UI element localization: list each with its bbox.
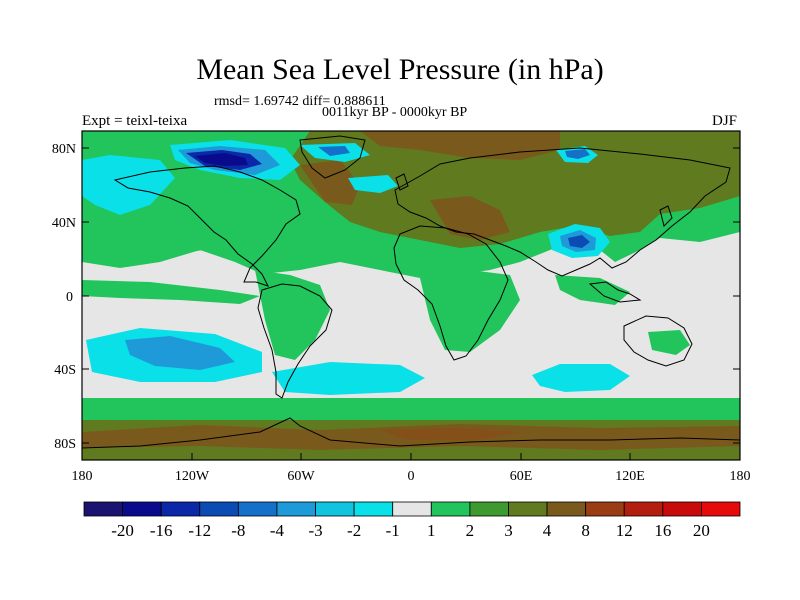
field-south-brown-2 xyxy=(380,428,520,440)
lon-label: 60E xyxy=(510,469,533,484)
rmsd-diff-stats: rmsd= 1.69742 diff= 0.888611 xyxy=(214,94,386,109)
colorbar-swatch xyxy=(160,501,201,517)
colorbar-label: -20 xyxy=(111,521,134,540)
season-label: DJF xyxy=(712,113,738,129)
colorbar-label: -3 xyxy=(308,521,322,540)
field-indian-cyan xyxy=(532,364,630,392)
colorbar-swatch xyxy=(122,501,162,517)
colorbar-label: -2 xyxy=(347,521,361,540)
colorbar-swatch xyxy=(662,501,702,517)
colorbar-swatch xyxy=(353,501,394,517)
colorbar-swatch xyxy=(508,501,548,517)
colorbar-label: -4 xyxy=(270,521,285,540)
lat-labels: 80N 40N 0 40S 80S xyxy=(52,142,76,452)
field-greenland-blue xyxy=(318,146,350,156)
lat-label: 40S xyxy=(54,363,76,378)
experiment-label: Expt = teixl-teixa xyxy=(82,113,188,129)
field-trop-africa xyxy=(420,270,520,352)
colorbar-label: 2 xyxy=(466,521,475,540)
colorbar-label: 12 xyxy=(616,521,633,540)
field-trop-samerica xyxy=(255,270,330,360)
colorbar-swatch xyxy=(469,501,509,517)
period-label: 0011kyr BP - 0000kyr BP xyxy=(322,105,468,120)
colorbar-swatch xyxy=(585,501,625,517)
lon-label: 180 xyxy=(72,469,93,484)
field-trop-pacific xyxy=(82,280,260,304)
coast-uk xyxy=(395,173,409,191)
colorbar-swatch xyxy=(701,501,741,517)
colorbar-swatch xyxy=(623,501,664,517)
coast-south-america xyxy=(257,283,333,399)
field-australia-green xyxy=(648,330,690,355)
field-atlantic-cyan xyxy=(82,155,175,215)
field-tibet-dark xyxy=(568,235,590,248)
coast-antarctica xyxy=(82,417,740,449)
lat-label: 80N xyxy=(52,142,76,157)
colorbar-label: 4 xyxy=(543,521,552,540)
colorbar-label: -12 xyxy=(188,521,211,540)
coast-japan xyxy=(659,205,673,227)
lat-label: 40N xyxy=(52,216,76,231)
field-north-brown-3 xyxy=(300,160,360,205)
field-north-dark xyxy=(290,131,740,248)
lat-label: 80S xyxy=(54,437,76,452)
colorbar-swatch xyxy=(315,501,355,517)
colorbar-label: 3 xyxy=(504,521,513,540)
map-panel xyxy=(82,131,740,460)
lat-label: 0 xyxy=(66,290,73,305)
coast-australia xyxy=(623,315,693,367)
lat-axis xyxy=(82,147,740,444)
colorbar: -20 -16 -12 -8 -4 -3 -2 -1 1 2 3 4 8 12 16 20 xyxy=(83,501,741,540)
field-south-brown xyxy=(82,424,740,450)
colorbar-swatch xyxy=(199,501,239,517)
lon-labels: 180 120W 60W 0 60E 120E 180 xyxy=(72,469,751,484)
field-south-pacific-blue xyxy=(125,336,235,370)
lon-label: 180 xyxy=(730,469,751,484)
colorbar-label: 8 xyxy=(581,521,590,540)
coast-north-america xyxy=(113,165,301,287)
colorbar-label: 16 xyxy=(654,521,671,540)
coast-greenland xyxy=(299,135,366,179)
field-arctic-darkest xyxy=(195,153,248,166)
field-iceland-cyan xyxy=(348,175,398,193)
field-trop-maritime xyxy=(555,275,630,305)
colorbar-label: -8 xyxy=(231,521,245,540)
colorbar-swatch xyxy=(546,501,587,517)
colorbar-swatch xyxy=(237,501,278,517)
coast-africa xyxy=(393,225,509,361)
coastlines xyxy=(82,135,740,449)
field-siberia-blue xyxy=(565,149,590,159)
lon-label: 120E xyxy=(615,469,645,484)
colorbar-swatch xyxy=(83,501,123,517)
colorbar-swatch xyxy=(276,501,316,517)
lon-label: 0 xyxy=(408,469,415,484)
colorbar-label: -16 xyxy=(150,521,173,540)
field-south-atlantic-cyan xyxy=(272,362,425,395)
colorbar-swatch xyxy=(430,501,471,517)
colorbar-label: -1 xyxy=(386,521,400,540)
map-title: Mean Sea Level Pressure (in hPa) xyxy=(196,53,604,86)
lon-label: 120W xyxy=(175,469,210,484)
colorbar-label: 1 xyxy=(427,521,436,540)
colorbar-swatch xyxy=(392,501,432,517)
lon-label: 60W xyxy=(287,469,315,484)
coast-indonesia xyxy=(588,281,642,303)
colorbar-label: 20 xyxy=(693,521,710,540)
lon-axis xyxy=(81,453,741,460)
